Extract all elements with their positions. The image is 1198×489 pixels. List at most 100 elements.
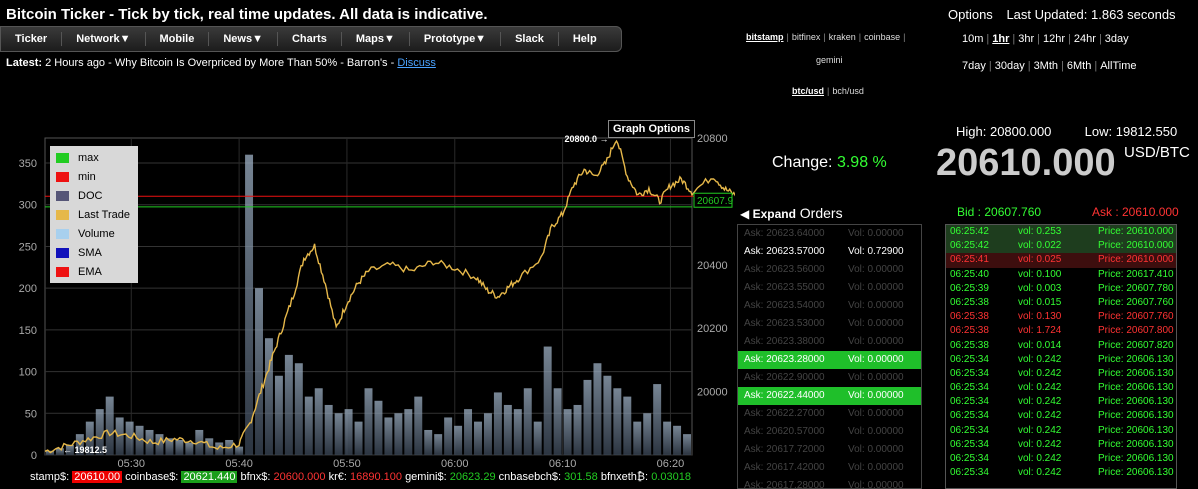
nav-item[interactable]: Maps▼: [355, 33, 395, 45]
exchange-gemini[interactable]: gemini: [816, 55, 843, 65]
ticker-label: cnbasebch$:: [498, 471, 562, 483]
order-ask: Ask: 20623.55000: [744, 282, 825, 293]
volume-bar: [503, 404, 512, 455]
separator: |: [786, 32, 789, 42]
high-low: High: 20800.000 Low: 19812.550: [956, 124, 1177, 139]
timeframe-24hr[interactable]: 24hr: [1073, 33, 1096, 45]
options-link[interactable]: Options: [948, 7, 993, 22]
volume-bar: [414, 396, 423, 455]
change-label: Change:: [772, 154, 833, 171]
exchange-coinbase[interactable]: coinbase: [864, 32, 901, 42]
order-row[interactable]: Ask: 20617.72000 Vol: 0.00000: [738, 441, 921, 459]
legend-item[interactable]: DOC: [50, 186, 138, 205]
ticker-value: 301.58: [564, 471, 598, 483]
volume-bar: [643, 413, 652, 455]
order-row[interactable]: Ask: 20623.53000 Vol: 0.00000: [738, 315, 921, 333]
nav-item[interactable]: Ticker: [15, 33, 48, 45]
order-row[interactable]: Ask: 20623.28000 Vol: 0.00000: [738, 351, 921, 369]
order-row[interactable]: Ask: 20623.64000 Vol: 0.00000: [738, 225, 921, 243]
volume-bar: [603, 375, 612, 455]
trade-price: Price: 20607.820: [1098, 339, 1174, 351]
order-row[interactable]: Ask: 20617.28000 Vol: 0.00000: [738, 477, 921, 488]
legend-item[interactable]: EMA: [50, 262, 138, 281]
timeframe-AllTime[interactable]: AllTime: [1100, 60, 1137, 72]
pair-selector: btc/usd | bch/usd: [792, 86, 864, 96]
timeframe-3hr[interactable]: 3hr: [1018, 33, 1035, 45]
legend-label: EMA: [78, 265, 102, 278]
volume-bar: [434, 434, 443, 455]
nav-item[interactable]: Network▼: [76, 33, 131, 45]
volume-bar: [553, 388, 562, 455]
ticker-value: 20623.29: [449, 471, 496, 483]
volume-bar: [354, 421, 363, 455]
legend-item[interactable]: Last Trade: [50, 205, 138, 224]
order-row[interactable]: Ask: 20622.27000 Vol: 0.00000: [738, 405, 921, 423]
volume-bar: [165, 438, 174, 455]
expand-orders-button[interactable]: ◀ Expand: [740, 207, 796, 221]
ticker-label: bfnxeth₿:: [600, 471, 649, 483]
order-row[interactable]: Ask: 20623.56000 Vol: 0.00000: [738, 261, 921, 279]
order-row[interactable]: Ask: 20623.38000 Vol: 0.00000: [738, 333, 921, 351]
legend-item[interactable]: Volume: [50, 224, 138, 243]
exchange-kraken[interactable]: kraken: [828, 32, 856, 42]
timeframe-6Mth[interactable]: 6Mth: [1066, 60, 1092, 72]
nav-item[interactable]: Prototype▼: [423, 33, 487, 45]
timeframe-3day[interactable]: 3day: [1104, 33, 1129, 45]
order-row[interactable]: Ask: 20623.57000 Vol: 0.72900: [738, 243, 921, 261]
exchange-bitstamp[interactable]: bitstamp: [746, 32, 784, 42]
trade-volume: vol: 0.015: [1018, 296, 1062, 308]
order-row[interactable]: Ask: 20622.90000 Vol: 0.00000: [738, 369, 921, 387]
timeframe-7day[interactable]: 7day: [962, 60, 986, 72]
trade-volume: vol: 0.003: [1018, 282, 1062, 294]
volume-bar: [683, 434, 691, 455]
timeframe-10m[interactable]: 10m: [962, 33, 984, 45]
price-chart[interactable]: 0 50 100 150 200 250 300 350 20000 20200 20400 2060…: [0, 120, 735, 475]
legend-item[interactable]: SMA: [50, 243, 138, 262]
nav-item[interactable]: Help: [572, 33, 597, 45]
order-row[interactable]: Ask: 20622.44000 Vol: 0.00000: [738, 387, 921, 405]
trade-price: Price: 20607.760: [1098, 311, 1174, 323]
nav-item[interactable]: Mobile: [159, 33, 195, 45]
trade-volume: vol: 0.242: [1018, 467, 1062, 479]
x-tick-label: 06:10: [549, 458, 577, 470]
order-row[interactable]: Ask: 20620.57000 Vol: 0.00000: [738, 423, 921, 441]
nav-separator: [340, 32, 342, 46]
order-ask: Ask: 20622.27000: [744, 408, 825, 419]
main-nav: Ticker Network▼ Mobile News▼ Charts Maps▼ Prot…: [0, 26, 622, 52]
volume-bar: [583, 379, 592, 455]
timeframe-12hr[interactable]: 12hr: [1043, 33, 1066, 45]
options-bar: Options Last Updated: 1.863 seconds: [948, 7, 1176, 22]
volume-tick-label: 0: [31, 450, 37, 462]
exchange-bitfinex[interactable]: bitfinex: [791, 32, 821, 42]
separator: |: [1061, 60, 1064, 72]
trade-price: Price: 20606.130: [1098, 424, 1174, 436]
legend-label: DOC: [78, 189, 103, 202]
pair-option[interactable]: bch/usd: [832, 86, 864, 96]
timeframe-3Mth[interactable]: 3Mth: [1033, 60, 1059, 72]
order-ask: Ask: 20623.57000: [744, 246, 825, 257]
x-tick-label: 06:20: [657, 458, 685, 470]
graph-options-button[interactable]: Graph Options: [608, 120, 695, 138]
order-row[interactable]: Ask: 20617.42000 Vol: 0.00000: [738, 459, 921, 477]
order-ask: Ask: 20620.57000: [744, 426, 825, 437]
volume-bar: [474, 421, 482, 455]
price-line: [44, 139, 735, 454]
legend-item[interactable]: min: [50, 167, 138, 186]
order-row[interactable]: Ask: 20623.54000 Vol: 0.00000: [738, 297, 921, 315]
pair-option[interactable]: btc/usd: [792, 86, 825, 96]
timeframe-30day[interactable]: 30day: [994, 60, 1025, 72]
volume-bar: [255, 288, 263, 455]
discuss-link[interactable]: Discuss: [397, 57, 436, 69]
order-volume: Vol: 0.00000: [848, 318, 904, 329]
nav-separator: [144, 32, 146, 46]
nav-item[interactable]: Charts: [291, 33, 327, 45]
separator: |: [1098, 33, 1102, 45]
timeframe-1hr[interactable]: 1hr: [992, 33, 1010, 45]
nav-item[interactable]: Slack: [515, 33, 544, 45]
trade-time: 06:25:34: [950, 424, 989, 436]
trade-price: Price: 20606.130: [1098, 453, 1174, 464]
legend-item[interactable]: max: [50, 148, 138, 167]
legend-label: SMA: [78, 246, 102, 259]
nav-item[interactable]: News▼: [223, 33, 263, 45]
order-row[interactable]: Ask: 20623.55000 Vol: 0.00000: [738, 279, 921, 297]
